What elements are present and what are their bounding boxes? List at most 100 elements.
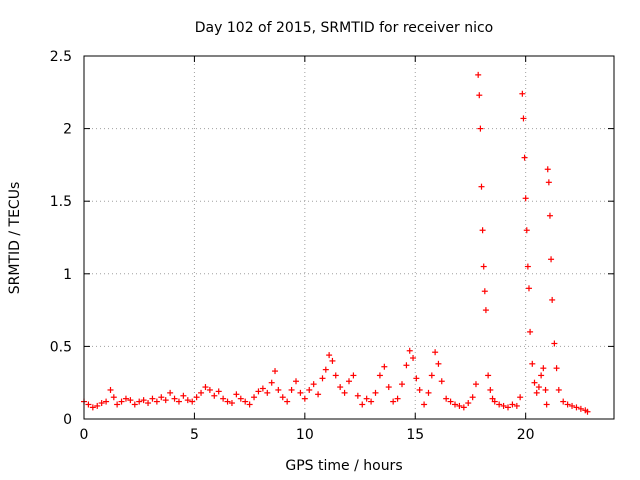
x-tick-label: 20 xyxy=(517,427,535,443)
data-point xyxy=(385,384,392,391)
data-point xyxy=(175,398,182,405)
data-points xyxy=(81,71,591,415)
data-point xyxy=(193,394,200,401)
y-tick-label: 0 xyxy=(63,412,72,428)
data-point xyxy=(481,288,488,295)
data-point xyxy=(110,394,117,401)
data-point xyxy=(180,392,187,399)
data-point xyxy=(476,92,483,99)
data-point xyxy=(509,401,516,408)
data-point xyxy=(452,401,458,408)
data-point xyxy=(202,384,209,391)
data-point xyxy=(127,397,134,404)
data-point xyxy=(118,398,125,405)
data-point xyxy=(472,381,479,388)
data-point xyxy=(322,366,329,373)
data-point xyxy=(533,389,540,396)
data-point xyxy=(103,398,110,405)
data-point xyxy=(543,401,550,408)
data-point xyxy=(403,362,410,369)
data-point xyxy=(363,395,370,402)
data-point xyxy=(346,378,352,385)
data-point xyxy=(447,398,454,405)
data-point xyxy=(184,397,191,404)
data-point xyxy=(136,398,143,405)
data-point xyxy=(122,395,129,402)
data-point xyxy=(337,384,344,391)
y-tick-label: 0.5 xyxy=(50,339,72,355)
data-point xyxy=(233,391,240,398)
data-point xyxy=(527,328,534,335)
data-point xyxy=(491,398,498,405)
data-point xyxy=(381,363,388,370)
data-point xyxy=(478,183,485,190)
chart-title: Day 102 of 2015, SRMTID for receiver nic… xyxy=(195,20,493,36)
data-point xyxy=(145,400,152,407)
data-point xyxy=(544,166,551,173)
data-point xyxy=(573,404,580,411)
data-point xyxy=(549,296,556,303)
data-point xyxy=(390,398,397,405)
data-point xyxy=(297,389,304,396)
data-point xyxy=(251,394,258,401)
y-axis-label: SRMTID / TECUs xyxy=(7,182,23,295)
x-tick-label: 5 xyxy=(190,427,199,443)
data-point xyxy=(428,372,435,379)
data-point xyxy=(410,355,417,362)
data-point xyxy=(206,386,213,393)
data-point xyxy=(413,375,420,382)
data-point xyxy=(359,401,366,408)
data-point xyxy=(259,385,266,392)
data-point xyxy=(432,349,439,356)
data-point xyxy=(284,398,291,405)
data-point xyxy=(315,391,322,398)
data-point xyxy=(443,395,450,402)
y-tick-label: 1.5 xyxy=(50,194,72,210)
data-point xyxy=(456,402,463,409)
data-point xyxy=(522,195,529,202)
data-point xyxy=(326,352,333,359)
data-point xyxy=(535,384,542,391)
data-point xyxy=(564,401,571,408)
data-point xyxy=(517,394,524,401)
data-point xyxy=(237,395,244,402)
data-point xyxy=(480,263,487,270)
data-point xyxy=(329,357,336,364)
plot-frame xyxy=(83,55,615,420)
data-point xyxy=(465,400,472,407)
data-point xyxy=(505,404,511,411)
data-point xyxy=(350,372,357,379)
data-point xyxy=(264,389,271,396)
data-point xyxy=(496,401,503,408)
data-point xyxy=(301,395,308,402)
x-tick-label: 15 xyxy=(406,427,424,443)
x-axis-label: GPS time / hours xyxy=(285,458,402,474)
data-point xyxy=(158,394,165,401)
data-point xyxy=(487,386,494,393)
data-point xyxy=(189,398,196,405)
data-point xyxy=(421,401,428,408)
data-point xyxy=(107,386,114,393)
data-point xyxy=(167,389,174,396)
data-point xyxy=(224,398,231,405)
data-point xyxy=(475,71,482,78)
data-point xyxy=(246,401,253,408)
data-point xyxy=(577,405,584,412)
data-point xyxy=(162,397,169,404)
x-tick-label: 10 xyxy=(296,427,314,443)
data-point xyxy=(560,398,567,405)
data-point xyxy=(368,398,375,405)
data-point xyxy=(531,379,538,386)
data-point xyxy=(272,368,279,375)
grid xyxy=(84,56,614,419)
data-point xyxy=(500,402,507,409)
data-point xyxy=(513,402,520,409)
data-point xyxy=(546,212,553,219)
data-point xyxy=(406,347,413,354)
data-point xyxy=(319,375,326,382)
data-point xyxy=(584,408,591,415)
data-point xyxy=(332,372,339,379)
data-point xyxy=(540,365,547,372)
data-point xyxy=(140,397,147,404)
